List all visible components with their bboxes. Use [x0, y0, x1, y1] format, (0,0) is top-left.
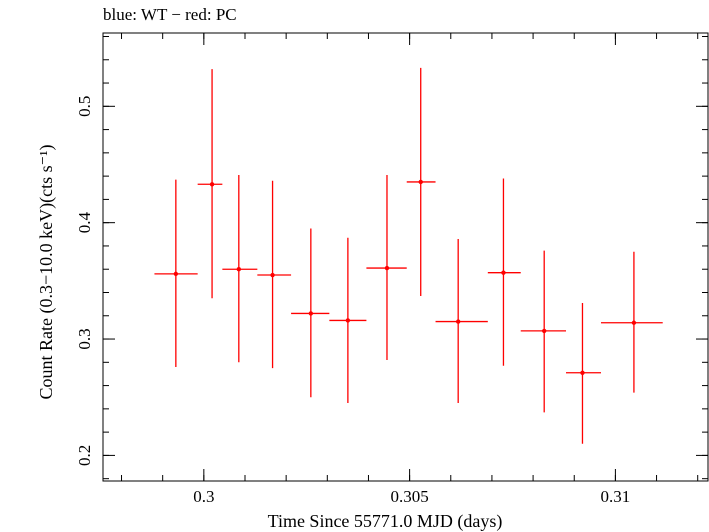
point-marker [541, 328, 547, 334]
x-tick-label: 0.305 [390, 487, 428, 506]
point-marker [631, 320, 637, 325]
data-point [520, 250, 567, 413]
point-marker [418, 179, 423, 185]
x-axis-tick-labels: 0.3 0.305 0.31 [193, 487, 630, 506]
point-marker [580, 370, 585, 375]
y-axis-tick-labels: 0.2 0.3 0.4 0.5 [75, 96, 94, 466]
point-marker [345, 318, 351, 323]
x-tick-label: 0.3 [193, 487, 214, 506]
y-tick-label: 0.2 [75, 445, 94, 466]
point-marker [270, 272, 275, 278]
data-point [222, 174, 258, 363]
data-point [435, 238, 488, 404]
data-points [154, 67, 663, 444]
y-tick-label: 0.5 [75, 96, 94, 117]
y-tick-label: 0.4 [75, 212, 94, 234]
data-point [366, 174, 407, 360]
data-point [566, 302, 601, 444]
point-marker [209, 182, 215, 187]
point-marker [173, 271, 179, 277]
data-point [154, 179, 198, 367]
plot-frame [102, 32, 709, 482]
data-point [197, 69, 223, 299]
data-point [487, 178, 521, 366]
y-tick-label: 0.3 [75, 328, 94, 349]
point-marker [384, 265, 390, 271]
data-point [406, 67, 436, 296]
point-marker [236, 267, 242, 272]
data-point [600, 251, 663, 393]
x-axis-title: Time Since 55771.0 MJD (days) [268, 511, 503, 532]
point-marker [501, 270, 506, 275]
data-point [257, 180, 292, 369]
point-marker [308, 311, 314, 316]
axis-ticks [103, 33, 708, 481]
data-point [291, 228, 330, 398]
point-marker [455, 319, 461, 324]
chart-title: blue: WT − red: PC [103, 5, 237, 24]
data-point [329, 237, 367, 404]
x-tick-label: 0.31 [601, 487, 631, 506]
y-axis-title: Count Rate (0.3−10.0 keV)(cts s⁻¹) [36, 144, 57, 399]
